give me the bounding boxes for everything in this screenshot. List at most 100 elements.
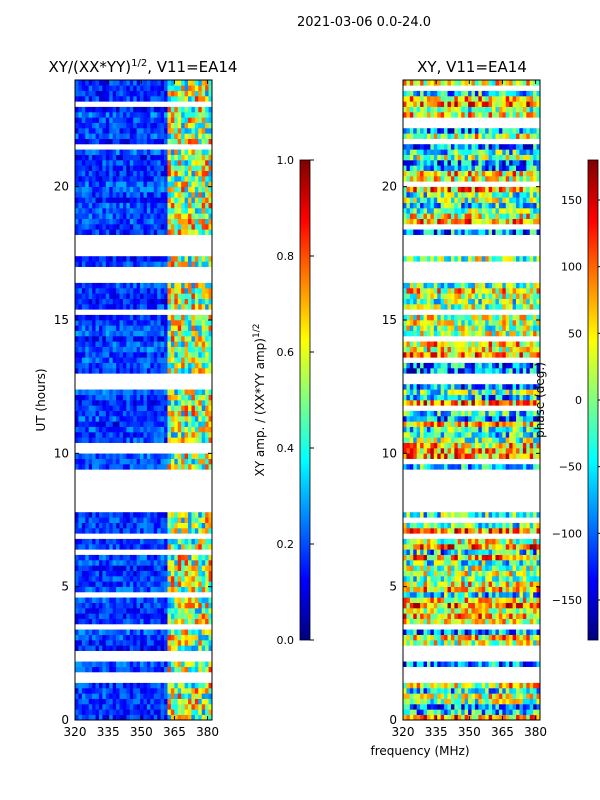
heatmap-cell (95, 570, 100, 577)
heatmap-cell (160, 368, 165, 374)
heatmap-cell (177, 410, 182, 417)
heatmap-cell (433, 709, 438, 715)
heatmap-cell (153, 106, 158, 113)
heatmap-cell (447, 613, 452, 619)
heatmap-cell (116, 634, 120, 641)
heatmap-cell (191, 421, 196, 427)
heatmap-cell (406, 602, 411, 609)
heatmap-cell (160, 394, 165, 401)
heatmap-cell (150, 170, 155, 177)
heatmap-cell (194, 176, 199, 182)
heatmap-cell (109, 229, 113, 235)
heatmap-cell (95, 453, 100, 459)
heatmap-cell (119, 389, 124, 395)
heatmap-cell (481, 538, 486, 545)
heatmap-cell (92, 394, 96, 401)
heatmap-cell (157, 517, 161, 523)
heatmap-cell (146, 608, 151, 614)
heatmap-cell (167, 666, 172, 673)
heatmap-cell (488, 554, 493, 561)
heatmap-cell (409, 597, 414, 603)
heatmap-cell (105, 138, 110, 145)
heatmap-flagged-row (403, 506, 540, 513)
heatmap-cell (157, 90, 161, 97)
heatmap-cell (170, 517, 175, 523)
heatmap-cell (177, 597, 182, 603)
heatmap-cell (75, 117, 79, 123)
heatmap-cell (184, 218, 189, 225)
heatmap-cell (136, 544, 141, 550)
heatmap-cell (92, 597, 96, 603)
heatmap-cell (403, 581, 407, 587)
heatmap-cell (406, 453, 411, 459)
heatmap-cell (488, 512, 493, 518)
heatmap-cell (413, 608, 417, 614)
heatmap-cell (102, 224, 107, 230)
heatmap-cell (170, 421, 175, 427)
heatmap-cell (146, 586, 151, 593)
heatmap-cell (444, 565, 448, 571)
heatmap-cell (450, 464, 455, 470)
heatmap-cell (153, 698, 158, 705)
heatmap-cell (109, 138, 113, 145)
heatmap-cell (167, 517, 172, 523)
heatmap-cell (174, 229, 179, 235)
heatmap-cell (492, 714, 496, 721)
heatmap-cell (164, 213, 168, 219)
heatmap-cell (423, 714, 428, 721)
heatmap-cell (126, 128, 131, 134)
heatmap-cell (177, 634, 182, 641)
heatmap-cell (78, 453, 83, 459)
heatmap-cell (522, 693, 527, 699)
heatmap-cell (174, 714, 179, 721)
heatmap-cell (170, 160, 175, 166)
heatmap-cell (502, 565, 507, 571)
heatmap-cell (174, 437, 179, 443)
heatmap-cell (75, 357, 79, 363)
heatmap-cell (184, 336, 189, 342)
heatmap-cell (167, 229, 172, 235)
heatmap-cell (75, 293, 79, 299)
heatmap-cell (122, 586, 127, 593)
heatmap-cell (461, 581, 465, 587)
heatmap-cell (205, 453, 209, 459)
heatmap-cell (129, 565, 134, 571)
heatmap-cell (143, 570, 148, 577)
heatmap-cell (174, 336, 179, 342)
heatmap-cell (88, 149, 93, 155)
heatmap-cell (102, 554, 107, 561)
heatmap-cell (536, 453, 541, 459)
heatmap-cell (140, 410, 144, 417)
heatmap-cell (133, 96, 137, 102)
heatmap-cell (95, 586, 100, 593)
heatmap-cell (140, 138, 144, 145)
heatmap-cell (75, 565, 79, 571)
heatmap-flagged-row (75, 240, 212, 246)
heatmap-cell (88, 90, 93, 97)
heatmap-cell (75, 90, 79, 97)
heatmap-cell (146, 149, 151, 155)
heatmap-cell (184, 325, 189, 331)
heatmap-cell (109, 149, 113, 155)
heatmap-cell (98, 197, 103, 203)
heatmap-cell (146, 96, 151, 102)
heatmap-cell (98, 682, 103, 689)
heatmap-cell (191, 426, 196, 433)
heatmap-cell (461, 453, 465, 459)
heatmap-cell (201, 213, 206, 219)
heatmap-cell (495, 629, 500, 635)
heatmap-cell (98, 314, 103, 321)
heatmap-cell (85, 453, 89, 459)
heatmap-cell (516, 549, 520, 555)
heatmap-cell (146, 256, 151, 262)
heatmap-cell (164, 629, 168, 635)
heatmap-cell (81, 149, 86, 155)
heatmap-cell (420, 597, 424, 603)
heatmap-cell (205, 400, 209, 406)
heatmap-cell (170, 565, 175, 571)
heatmap-cell (512, 448, 517, 454)
heatmap-cell (403, 512, 407, 518)
heatmap-cell (426, 592, 431, 598)
heatmap-cell (170, 282, 175, 289)
heatmap-cell (78, 149, 83, 155)
